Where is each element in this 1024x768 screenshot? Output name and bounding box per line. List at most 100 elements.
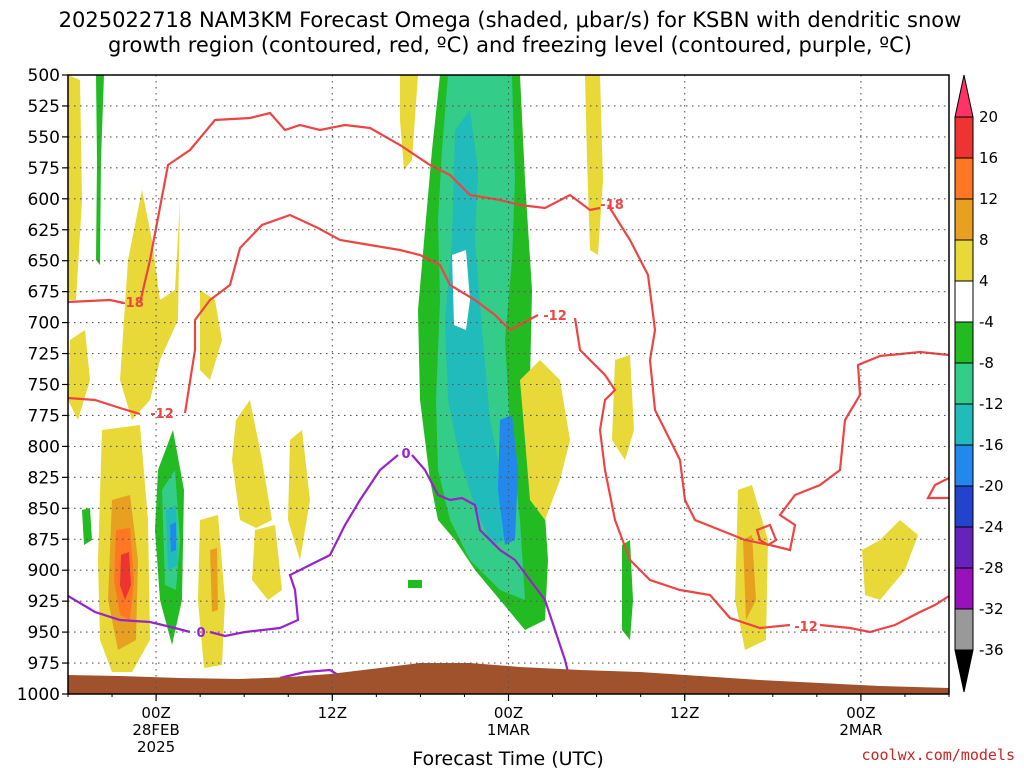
- omega-region: [400, 75, 418, 170]
- omega-region: [68, 75, 82, 300]
- y-tick-label: 800: [28, 437, 60, 457]
- x-tick-label: 00Z: [494, 704, 523, 722]
- y-axis: 500 525 550 575 600 625 650 675 700 725 750 775 800 8…: [17, 66, 68, 705]
- y-tick-label: 975: [28, 654, 60, 674]
- x-tick-label: 2025: [137, 738, 175, 756]
- omega-region: [622, 540, 633, 640]
- y-tick-label: 825: [28, 468, 60, 488]
- dgz-contour-minus18-right: [607, 204, 949, 552]
- omega-region: [612, 355, 634, 460]
- y-tick-label: 500: [28, 66, 60, 86]
- omega-region: [520, 360, 570, 520]
- x-tick-label: 00Z: [141, 704, 170, 722]
- colorbar-swatch: [954, 608, 974, 651]
- colorbar-label: -24: [979, 518, 1004, 536]
- colorbar-label: 4: [979, 272, 989, 290]
- colorbar-label: -28: [979, 559, 1004, 577]
- omega-region: [96, 75, 104, 265]
- y-tick-label: 775: [28, 406, 60, 426]
- colorbar-swatch: [954, 485, 974, 528]
- x-tick-label: 2MAR: [839, 721, 882, 739]
- colorbar-top-arrow: [954, 74, 974, 118]
- contour-label: -18: [600, 198, 624, 213]
- dgz-contour-minus12: [68, 213, 539, 416]
- omega-region: [498, 415, 518, 545]
- freezing-contour-low: [279, 668, 341, 680]
- colorbar-label: 20: [979, 108, 998, 126]
- omega-region: [743, 535, 756, 620]
- y-tick-label: 725: [28, 345, 60, 365]
- y-tick-label: 675: [28, 283, 60, 303]
- omega-region: [120, 552, 131, 600]
- omega-region: [408, 580, 422, 588]
- freezing-level: [68, 454, 572, 681]
- chart-title-line1: 2025022718 NAM3KM Forecast Omega (shaded…: [59, 8, 962, 32]
- y-tick-label: 1000: [17, 685, 60, 705]
- dgz-contour-minus18: [68, 111, 601, 305]
- colorbar-swatch: [954, 526, 974, 569]
- colorbar-label: -4: [979, 313, 994, 331]
- grid-lines: [68, 75, 949, 694]
- colorbar: 20 16 12 8 4 -4 -8 -12 -16 -20 -24 -28 -32 -36: [954, 74, 1004, 693]
- colorbar-swatch: [954, 239, 974, 282]
- omega-region: [452, 250, 470, 330]
- omega-region: [210, 548, 218, 612]
- contour-label: -12: [794, 620, 818, 635]
- y-tick-label: 900: [28, 561, 60, 581]
- colorbar-swatch: [954, 116, 974, 159]
- x-tick-label: 28FEB: [132, 721, 179, 739]
- freezing-contour: [68, 454, 572, 681]
- omega-region: [82, 508, 92, 545]
- colorbar-swatch: [954, 362, 974, 405]
- omega-region: [445, 110, 505, 545]
- colorbar-swatch: [954, 157, 974, 200]
- colorbar-bottom-arrow: [954, 649, 974, 693]
- colorbar-label: 8: [979, 231, 989, 249]
- x-tick-label: 1MAR: [487, 721, 530, 739]
- omega-region: [232, 400, 272, 528]
- y-tick-label: 575: [28, 159, 60, 179]
- contour-label: 0: [401, 447, 410, 462]
- contour-label: -18: [120, 296, 144, 311]
- contour-labels: -18 -12 -18 -12 -12 0 0: [120, 198, 818, 641]
- colorbar-label: -16: [979, 436, 1004, 454]
- y-tick-label: 875: [28, 530, 60, 550]
- dgz-contour-small: [755, 523, 778, 547]
- y-tick-label: 925: [28, 592, 60, 612]
- plot-area: [68, 75, 949, 694]
- colorbar-swatch: [954, 444, 974, 487]
- colorbar-label: -32: [979, 600, 1004, 618]
- omega-region: [862, 520, 918, 600]
- omega-region: [68, 330, 90, 420]
- y-tick-label: 600: [28, 190, 60, 210]
- omega-region: [120, 190, 180, 420]
- omega-shading: [68, 75, 918, 672]
- x-tick-label: 12Z: [318, 704, 347, 722]
- colorbar-label: 16: [979, 149, 998, 167]
- colorbar-label: -12: [979, 395, 1004, 413]
- x-tick-label: 00Z: [846, 704, 875, 722]
- x-tick-label: 12Z: [670, 704, 699, 722]
- colorbar-label: -36: [979, 641, 1004, 659]
- x-axis-label: Forecast Time (UTC): [412, 748, 603, 768]
- dgz-contour-minus12-right: [573, 317, 949, 634]
- colorbar-swatch: [954, 198, 974, 241]
- colorbar-swatch: [954, 403, 974, 446]
- omega-region: [252, 525, 282, 600]
- y-tick-label: 950: [28, 623, 60, 643]
- omega-region: [170, 522, 176, 552]
- colorbar-label: -20: [979, 477, 1004, 495]
- credit-text: coolwx.com/models: [861, 746, 1015, 764]
- y-tick-label: 850: [28, 499, 60, 519]
- omega-region: [585, 75, 603, 255]
- colorbar-label: 12: [979, 190, 998, 208]
- y-tick-label: 750: [28, 376, 60, 396]
- y-tick-label: 700: [28, 314, 60, 334]
- omega-region: [288, 430, 310, 560]
- dgz-contour-edge: [926, 477, 949, 500]
- terrain: [68, 663, 949, 694]
- contour-label: 0: [196, 626, 205, 641]
- y-tick-label: 550: [28, 128, 60, 148]
